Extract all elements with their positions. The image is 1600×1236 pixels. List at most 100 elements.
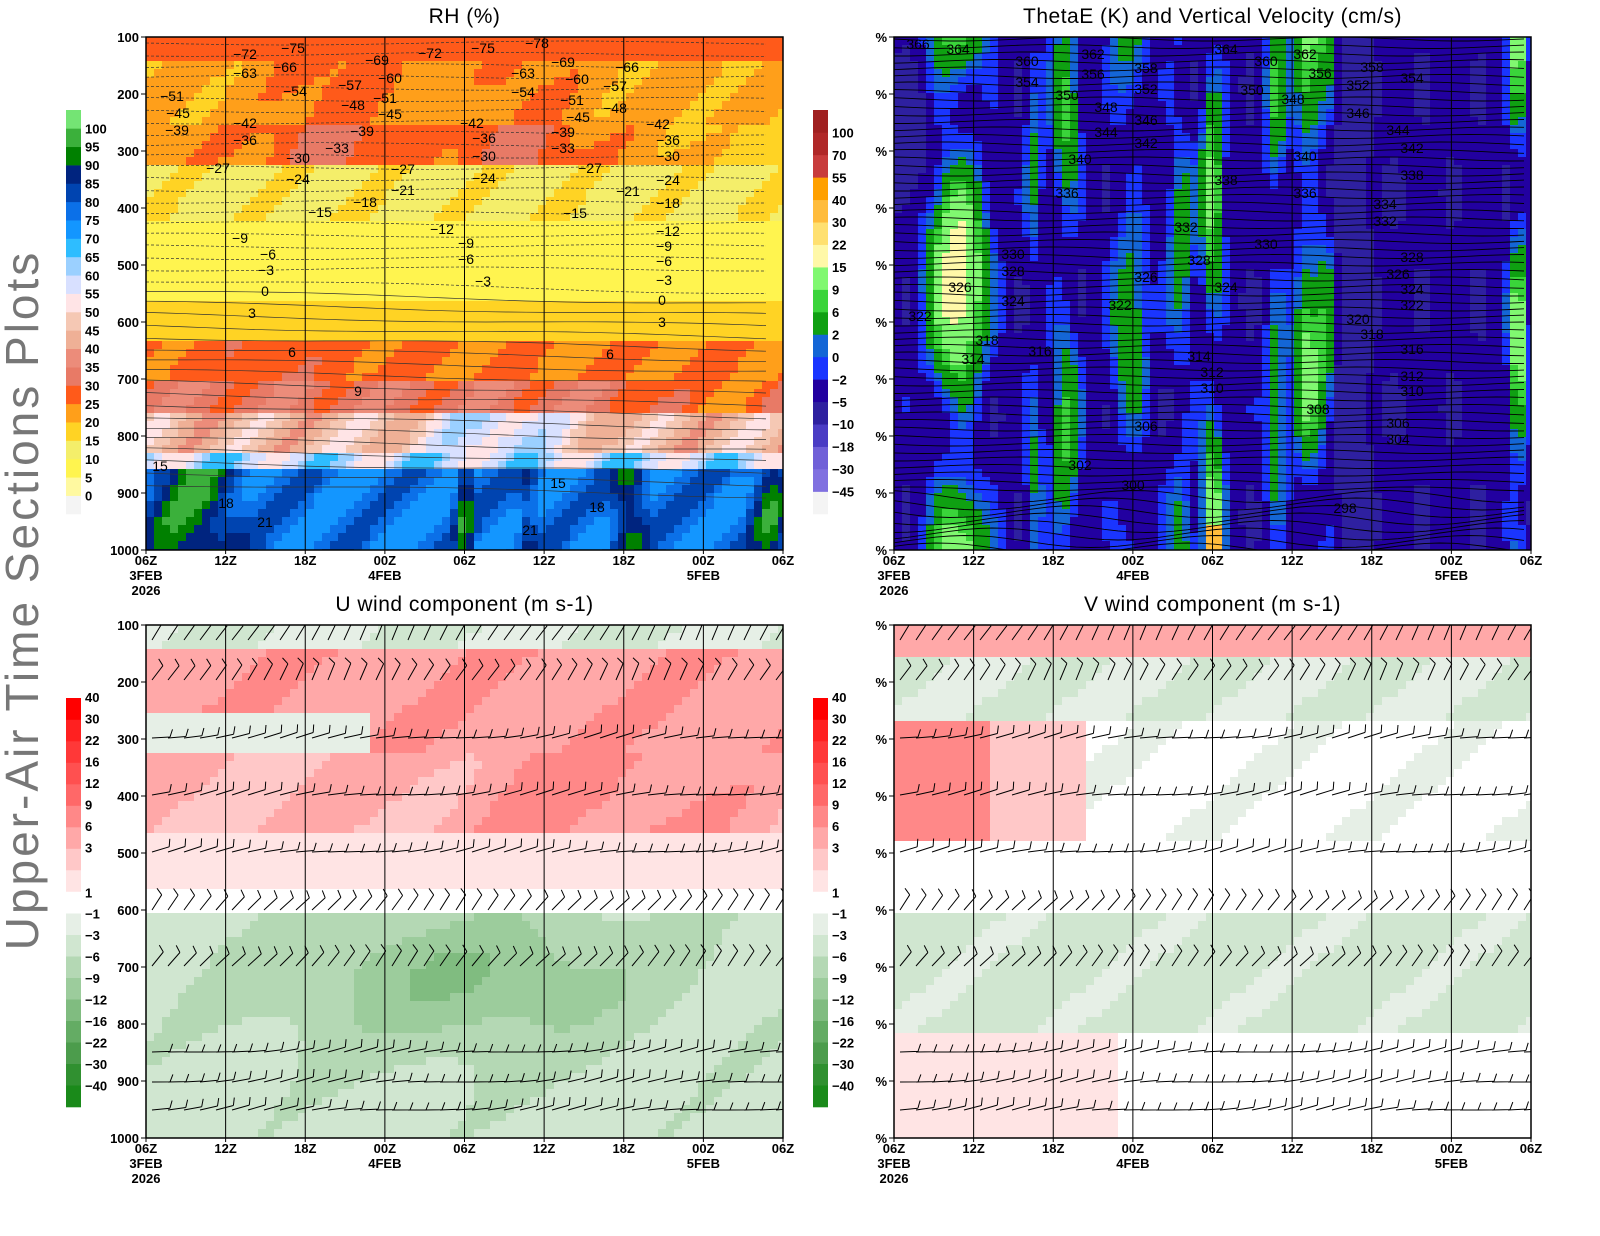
field-cell [666,453,675,462]
field-cell [538,261,547,270]
field-cell [722,269,731,278]
field-cell [298,397,307,406]
field-cell [722,253,731,262]
field-cell [514,477,523,486]
field-cell [378,109,387,118]
field-cell [674,309,683,318]
field-cell [354,245,363,254]
field-cell [466,397,475,406]
field-cell [194,365,203,374]
field-cell [146,165,155,174]
field-cell [290,213,299,222]
field-cell [258,117,267,126]
field-cell [362,397,371,406]
field-cell [234,77,243,86]
field-cell [306,189,315,198]
field-cell [354,261,363,270]
field-cell [666,229,675,238]
field-cell [362,173,371,182]
field-cell [210,357,219,366]
field-cell [346,189,355,198]
field-cell [426,421,435,430]
field-cell [442,261,451,270]
field-cell [330,461,339,470]
field-cell [522,133,531,142]
field-cell [474,309,483,318]
field-cell [546,85,555,94]
field-cell [522,373,531,382]
field-cell [218,77,227,86]
field-cell [378,533,387,542]
field-cell [714,189,723,198]
field-cell [490,365,499,374]
field-cell [218,405,227,414]
field-cell [498,341,507,350]
field-cell [618,333,627,342]
field-cell [594,261,603,270]
field-cell [362,109,371,118]
field-cell [282,85,291,94]
field-cell [698,349,707,358]
field-cell [346,437,355,446]
field-cell [594,77,603,86]
field-cell [746,165,755,174]
field-cell [546,509,555,518]
field-cell [250,61,259,70]
field-cell [282,37,291,46]
field-cell [386,165,395,174]
field-cell [466,509,475,518]
field-cell [282,61,291,70]
field-cell [362,525,371,534]
field-cell [482,229,491,238]
field-cell [426,325,435,334]
field-cell [642,493,651,502]
field-cell [722,149,731,158]
field-cell [730,397,739,406]
field-cell [274,269,283,278]
field-cell [474,101,483,110]
field-cell [514,541,523,550]
field-cell [274,445,283,454]
field-cell [402,421,411,430]
field-cell [282,293,291,302]
field-cell [210,229,219,238]
field-cell [506,453,515,462]
field-cell [426,493,435,502]
field-cell [722,53,731,62]
field-cell [530,253,539,262]
field-cell [634,189,643,198]
field-cell [666,133,675,142]
field-cell [170,213,179,222]
field-cell [226,357,235,366]
field-cell [418,109,427,118]
field-cell [602,413,611,422]
field-cell [746,261,755,270]
field-cell [466,221,475,230]
field-cell [586,413,595,422]
field-cell [562,469,571,478]
field-cell [554,45,563,54]
field-cell [418,125,427,134]
field-cell [250,93,259,102]
field-cell [514,509,523,518]
field-cell [298,149,307,158]
field-cell [210,101,219,110]
field-cell [202,205,211,214]
field-cell [354,333,363,342]
field-cell [602,421,611,430]
field-cell [258,501,267,510]
field-cell [234,141,243,150]
field-cell [266,533,275,542]
field-cell [306,453,315,462]
field-cell [530,541,539,550]
field-cell [482,205,491,214]
field-cell [698,325,707,334]
field-cell [618,61,627,70]
field-cell [354,149,363,158]
field-cell [658,277,667,286]
field-cell [682,269,691,278]
field-cell [730,341,739,350]
field-cell [490,277,499,286]
field-cell [538,61,547,70]
field-cell [738,261,747,270]
